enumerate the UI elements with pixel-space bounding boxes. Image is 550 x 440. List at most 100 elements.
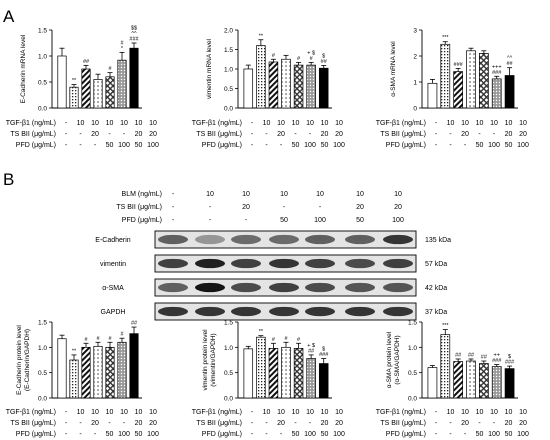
condition-value: 10 <box>519 120 527 127</box>
panel-label-a: A <box>3 7 15 26</box>
bar <box>105 346 115 399</box>
y-tick-label: 0.0 <box>224 106 233 113</box>
significance-label: ## <box>481 355 488 361</box>
conditions-table-a: TGF-β1 (ng/mL) - 10 10 10 10 10 10 TS BII (μg/mL… <box>6 120 529 149</box>
significance-label: # <box>108 336 112 342</box>
condition-value: - <box>265 131 268 138</box>
blot-size-label: 42 kDa <box>425 285 447 292</box>
condition-value: 100 <box>118 142 130 149</box>
blot-band <box>383 306 413 317</box>
condition-value: 100 <box>333 431 345 438</box>
condition-value: - <box>435 431 438 438</box>
condition-value: 10 <box>277 409 285 416</box>
significance-label: + $ <box>307 50 315 56</box>
significance-label: $ <box>508 354 511 360</box>
significance-label: # <box>120 332 124 338</box>
condition-value: 50 <box>321 431 329 438</box>
condition-value: 100 <box>118 431 130 438</box>
y-axis-label: (α-SMA/GAPDH) <box>394 335 401 384</box>
blot-size-label: 37 kDa <box>425 309 447 316</box>
condition-value: - <box>65 120 68 127</box>
significance-label: $ <box>322 53 325 59</box>
condition-row-label: TS BII (μg/mL) <box>10 420 56 427</box>
conditions-table-b-bottom: TGF-β1 (ng/mL) - 10 10 10 10 10 10 TS BII (μg/mL… <box>6 409 529 438</box>
y-tick-label: 2 <box>413 54 417 61</box>
condition-value: 20 <box>135 131 143 138</box>
condition-value: 10 <box>306 409 314 416</box>
condition-value: - <box>280 142 283 149</box>
condition-row-label: TS BII (μg/mL) <box>196 131 242 138</box>
bar <box>69 359 79 399</box>
significance-label: # <box>284 336 288 342</box>
condition-value: 10 <box>505 120 513 127</box>
blot-band <box>158 282 188 293</box>
blot-size-label: 57 kDa <box>425 261 447 268</box>
bar <box>306 64 316 109</box>
condition-row-label: TGF-β1 (ng/mL) <box>376 409 426 416</box>
condition-value: - <box>265 420 268 427</box>
condition-value: 10 <box>135 120 143 127</box>
blot-protein-label: GAPDH <box>101 309 126 316</box>
condition-value: - <box>449 420 452 427</box>
condition-value: - <box>294 420 297 427</box>
significance-label: ## <box>507 61 514 67</box>
condition-value: - <box>449 431 452 438</box>
condition-value: - <box>79 431 82 438</box>
condition-row-label: TS BII (μg/mL) <box>10 131 56 138</box>
bar <box>427 367 438 399</box>
blot-band <box>383 282 413 293</box>
y-tick-label: 0.5 <box>38 370 47 377</box>
condition-value: - <box>251 409 254 416</box>
western-blot: E-Cadherin 135 kDa vimentin 57 kDa α-SMA 42 k… <box>95 230 451 321</box>
condition-value: 10 <box>77 409 85 416</box>
condition-row-label: TGF-β1 (ng/mL) <box>6 120 56 127</box>
bar <box>93 79 103 109</box>
condition-value: - <box>435 120 438 127</box>
significance-label: ## <box>131 321 138 327</box>
condition-row-label: TS BII (μg/mL) <box>380 420 426 427</box>
bar <box>81 68 91 109</box>
condition-value: - <box>449 131 452 138</box>
blot-band <box>269 306 299 317</box>
y-tick-label: 1.0 <box>224 345 233 352</box>
y-tick-label: 1.0 <box>408 345 417 352</box>
significance-label: # <box>310 56 314 62</box>
y-tick-label: 0.5 <box>38 80 47 87</box>
condition-row-label: PFD (μg/mL) <box>122 217 162 224</box>
bar <box>504 368 515 399</box>
condition-value: - <box>245 217 248 224</box>
bar <box>504 75 515 109</box>
bar <box>440 334 451 399</box>
bar <box>453 71 463 109</box>
condition-value: 10 <box>91 120 99 127</box>
condition-value: 100 <box>488 142 500 149</box>
y-tick-label: 1.0 <box>38 54 47 61</box>
condition-row-label: PFD (μg/mL) <box>202 142 242 149</box>
significance-label: ** <box>259 33 264 39</box>
condition-value: - <box>94 142 97 149</box>
bar <box>256 45 266 109</box>
y-axis-label: E-Cadherin protein level <box>16 325 23 395</box>
blot-band <box>231 258 261 269</box>
condition-value: - <box>123 131 126 138</box>
bar <box>268 347 279 399</box>
condition-value: 20 <box>335 420 343 427</box>
condition-value: - <box>283 204 286 211</box>
bar <box>318 363 329 399</box>
chart-a-ecadherin-mrna: 0.00.51.01.5E-Cadherin mRNA level **####*… <box>20 26 142 113</box>
condition-value: - <box>280 431 283 438</box>
condition-value: 10 <box>394 191 402 198</box>
significance-label: ### <box>492 358 502 364</box>
condition-value: - <box>209 217 212 224</box>
condition-value: 10 <box>106 120 114 127</box>
condition-row-label: BLM (ng/mL) <box>122 191 162 198</box>
bar <box>293 347 304 399</box>
significance-label: ### <box>505 360 515 366</box>
condition-value: 100 <box>333 142 345 149</box>
condition-value: 10 <box>505 409 513 416</box>
condition-row-label: TGF-β1 (ng/mL) <box>6 409 56 416</box>
condition-value: - <box>94 431 97 438</box>
